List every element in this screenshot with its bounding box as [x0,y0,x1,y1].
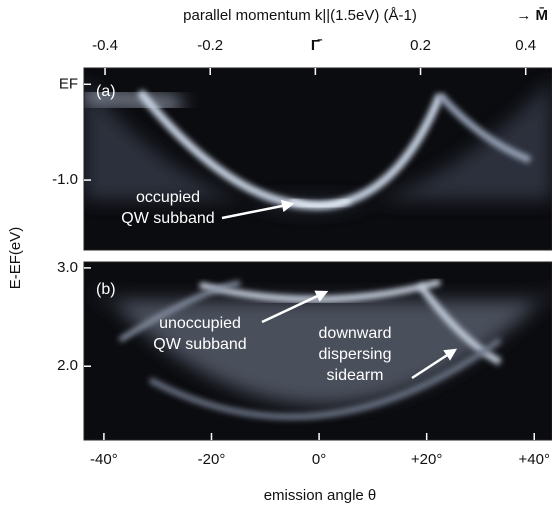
x-tick-label: -40° [90,451,118,468]
x-axis-label: emission angle θ [264,487,377,504]
x-tick-label: -20° [198,451,226,468]
x2-tick-label: -0.2 [197,37,223,54]
annotation: QW subband [153,336,246,353]
y-tick-label: EF [59,75,78,92]
annotation: unoccupied [159,315,241,332]
y-tick-label: 2.0 [57,357,78,374]
annotation: QW subband [121,210,214,227]
figure: (a) (b) parallel momentum k||(1.5eV) (Å-… [0,0,552,511]
direction-label: → M̄ [516,6,548,24]
x-tick-label: 0° [312,451,326,468]
x2-tick-label: 0.2 [410,37,431,54]
panel-label: (b) [96,281,116,298]
y-tick-label: -1.0 [52,171,78,188]
annotation: dispersing [319,346,392,363]
annotation: occupied [136,189,200,206]
y-tick-label: 3.0 [57,259,78,276]
y-axis-label: E-EF(eV) [7,227,24,290]
x2-tick-label: -0.4 [92,37,118,54]
top-axis-label: parallel momentum k||(1.5eV) (Å-1) [183,7,417,24]
annotation: downward [319,325,392,342]
x-tick-label: +20° [411,451,442,468]
annotation: sidearm [327,367,384,384]
panel-label: (a) [96,83,116,100]
x2-tick-label: 0.4 [515,37,536,54]
x-tick-label: +40° [519,451,550,468]
x2-tick-label: Γ̄ [311,37,323,54]
